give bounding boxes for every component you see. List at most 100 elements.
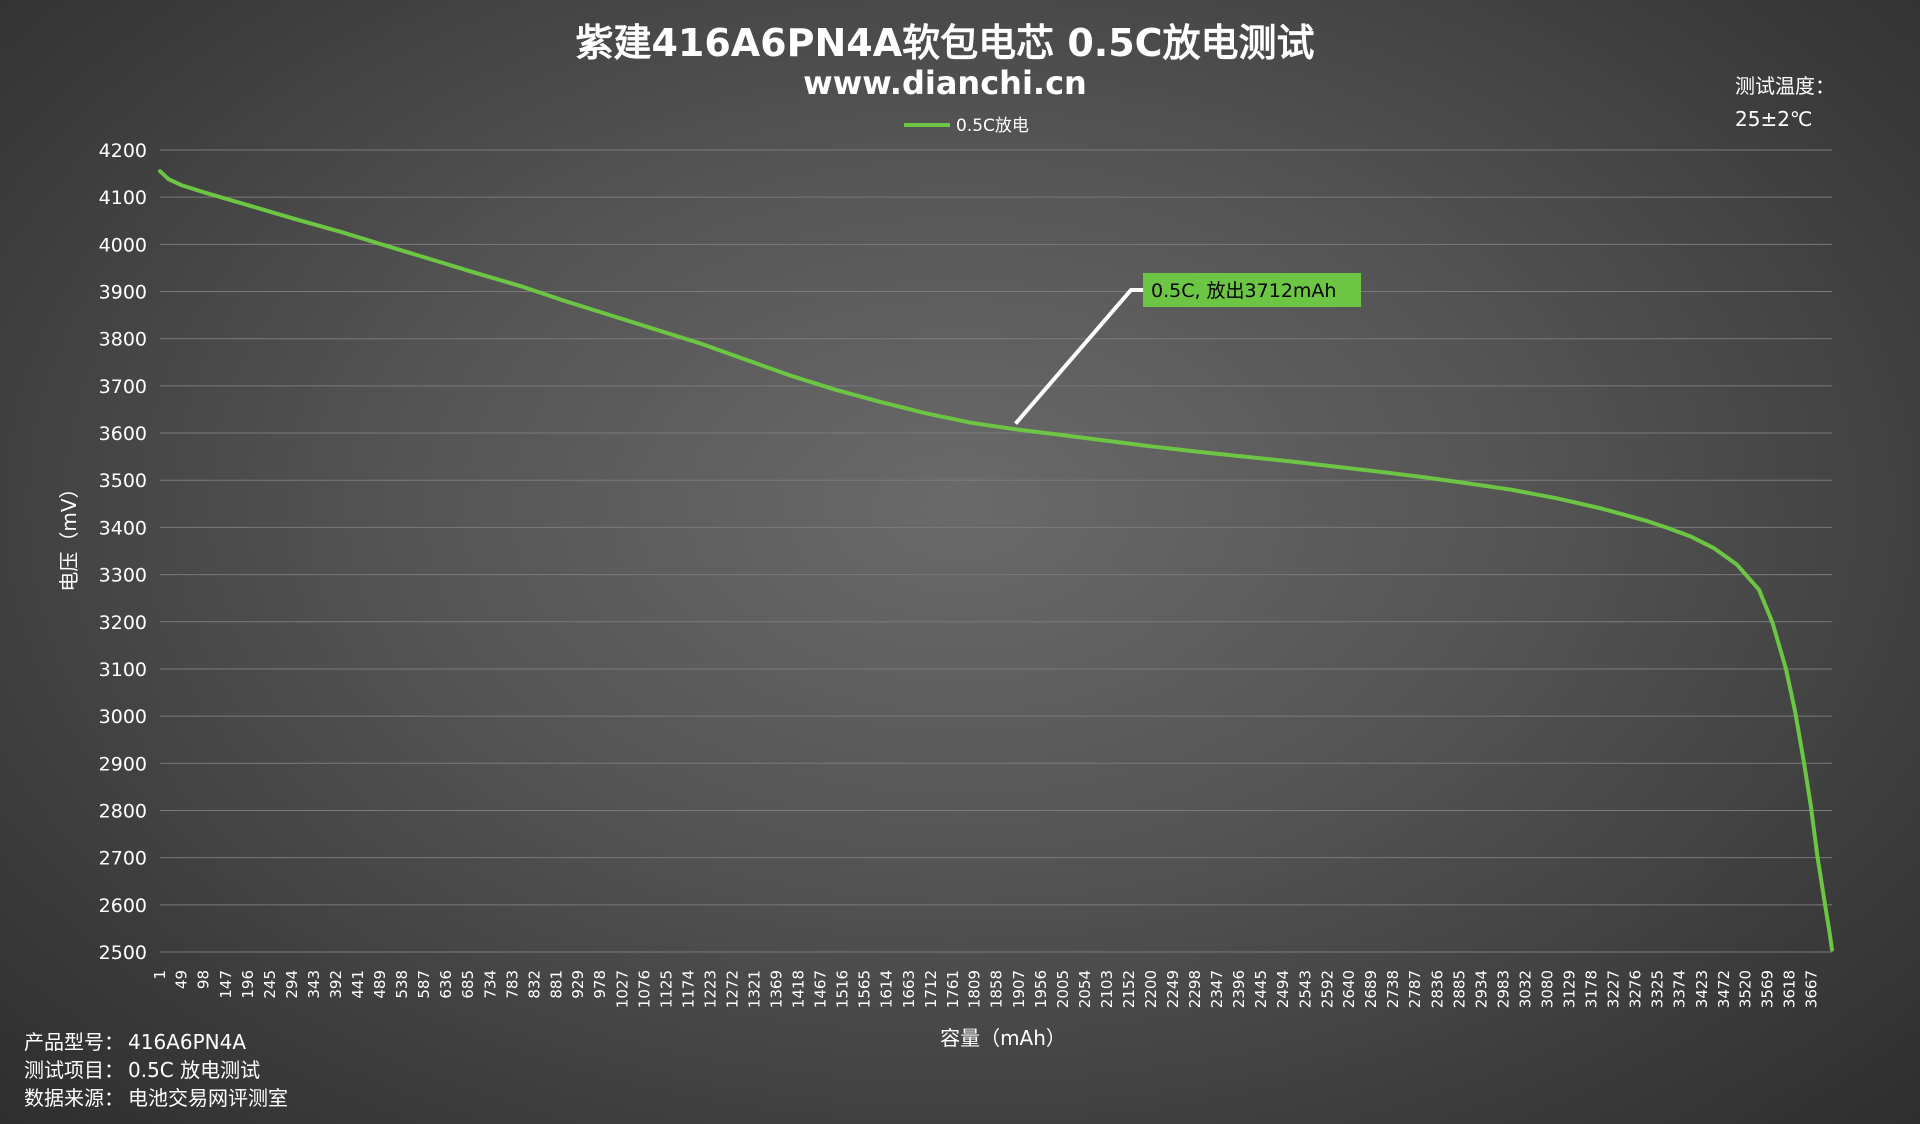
x-axis-ticks: 1 49 98 147 196 245 294 343 392 441 489 538 587 636 68… (151, 970, 1821, 1008)
legend-label: 0.5C放电 (956, 116, 1029, 136)
x-tick-label: 1174 (679, 970, 697, 1008)
chart-title: 紫建416A6PN4A软包电芯 0.5C放电测试 (575, 21, 1314, 65)
x-tick-label: 783 (503, 970, 521, 999)
series-line-0 (158, 169, 1834, 952)
x-tick-label: 3423 (1693, 970, 1711, 1008)
x-tick-label: 147 (217, 970, 235, 999)
temperature-note: 测试温度： 25±2℃ (1735, 74, 1835, 131)
x-tick-label: 1467 (812, 970, 830, 1008)
x-tick-label: 978 (591, 970, 609, 999)
x-tick-label: 1125 (657, 970, 675, 1008)
y-tick-label: 3500 (99, 470, 147, 492)
info-source-label: 数据来源： (24, 1086, 124, 1110)
x-tick-label: 929 (569, 970, 587, 999)
x-tick-label: 1907 (1010, 970, 1028, 1008)
y-tick-label: 2700 (99, 848, 147, 870)
gridlines (160, 149, 1832, 953)
y-tick-label: 2600 (99, 895, 147, 917)
x-tick-label: 1 (151, 970, 169, 980)
y-tick-label: 2900 (99, 753, 147, 775)
info-test-label: 测试项目： (24, 1058, 124, 1082)
x-tick-label: 2054 (1076, 970, 1094, 1008)
y-tick-label: 3400 (99, 517, 147, 539)
annotation-layer: 0.5C, 放出3712mAh (1014, 273, 1361, 425)
y-tick-label: 3300 (99, 565, 147, 587)
chart-subtitle: www.dianchi.cn (803, 64, 1087, 102)
x-tick-label: 2249 (1164, 970, 1182, 1008)
x-tick-label: 294 (283, 970, 301, 999)
x-tick-label: 1663 (900, 970, 918, 1008)
x-tick-label: 3276 (1627, 970, 1645, 1008)
y-tick-label: 3700 (99, 376, 147, 398)
x-tick-label: 3520 (1736, 970, 1754, 1008)
x-tick-label: 587 (415, 970, 433, 999)
x-tick-label: 441 (349, 970, 367, 999)
y-tick-label: 4200 (99, 140, 147, 162)
x-tick-label: 3472 (1715, 970, 1733, 1008)
x-tick-label: 2494 (1274, 970, 1292, 1008)
x-tick-label: 2005 (1054, 970, 1072, 1008)
x-tick-label: 3080 (1538, 970, 1556, 1008)
x-tick-label: 2152 (1120, 970, 1138, 1008)
x-tick-label: 1712 (922, 970, 940, 1008)
x-tick-label: 1565 (856, 970, 874, 1008)
y-tick-label: 3000 (99, 706, 147, 728)
x-tick-label: 2592 (1318, 970, 1336, 1008)
x-tick-label: 196 (239, 970, 257, 999)
x-tick-label: 3129 (1560, 970, 1578, 1008)
y-tick-label: 3100 (99, 659, 147, 681)
annotation-box (1143, 273, 1361, 307)
x-tick-label: 1272 (724, 970, 742, 1008)
x-tick-label: 2445 (1252, 970, 1270, 1008)
x-tick-label: 2983 (1495, 970, 1513, 1008)
info-model-value: 416A6PN4A (128, 1030, 246, 1054)
x-tick-label: 1956 (1032, 970, 1050, 1008)
x-tick-label: 3227 (1604, 970, 1622, 1008)
x-tick-label: 685 (459, 970, 477, 999)
x-tick-label: 1027 (613, 970, 631, 1008)
x-tick-label: 49 (173, 970, 191, 989)
x-tick-label: 538 (393, 970, 411, 999)
x-tick-label: 3325 (1649, 970, 1667, 1008)
x-tick-label: 2689 (1362, 970, 1380, 1008)
x-tick-label: 2738 (1384, 970, 1402, 1008)
y-tick-label: 4000 (99, 234, 147, 256)
x-tick-label: 1418 (789, 970, 807, 1008)
x-tick-label: 1369 (767, 970, 785, 1008)
series-layer (158, 169, 1834, 952)
x-tick-label: 1761 (944, 970, 962, 1008)
y-tick-label: 3900 (99, 282, 147, 304)
x-tick-label: 3374 (1671, 970, 1689, 1008)
x-tick-label: 734 (481, 970, 499, 999)
x-tick-label: 3618 (1781, 970, 1799, 1008)
x-tick-label: 3178 (1582, 970, 1600, 1008)
x-tick-label: 2640 (1340, 970, 1358, 1008)
x-tick-label: 98 (195, 970, 213, 989)
temperature-value: 25±2℃ (1735, 107, 1812, 131)
x-tick-label: 2298 (1186, 970, 1204, 1008)
x-tick-label: 245 (261, 970, 279, 999)
x-tick-label: 1809 (966, 970, 984, 1008)
legend: 0.5C放电 (904, 116, 1029, 136)
info-block: 产品型号： 416A6PN4A 测试项目： 0.5C 放电测试 数据来源： 电池… (24, 1030, 288, 1110)
y-tick-label: 4100 (99, 187, 147, 209)
annotation-label: 0.5C, 放出3712mAh (1151, 280, 1336, 302)
x-tick-label: 2836 (1428, 970, 1446, 1008)
x-tick-label: 1516 (834, 970, 852, 1008)
x-tick-label: 1614 (878, 970, 896, 1008)
info-source-value: 电池交易网评测室 (128, 1086, 288, 1110)
y-tick-label: 2500 (99, 942, 147, 964)
x-tick-label: 1858 (988, 970, 1006, 1008)
x-tick-label: 2396 (1230, 970, 1248, 1008)
y-axis-label: 电压（mV） (57, 478, 81, 591)
x-tick-label: 3667 (1803, 970, 1821, 1008)
info-test-value: 0.5C 放电测试 (128, 1058, 260, 1082)
x-tick-label: 1321 (746, 970, 764, 1008)
temperature-label: 测试温度： (1735, 74, 1835, 98)
x-tick-label: 489 (371, 970, 389, 999)
x-tick-label: 1076 (635, 970, 653, 1008)
y-tick-label: 3200 (99, 612, 147, 634)
x-tick-label: 2787 (1406, 970, 1424, 1008)
